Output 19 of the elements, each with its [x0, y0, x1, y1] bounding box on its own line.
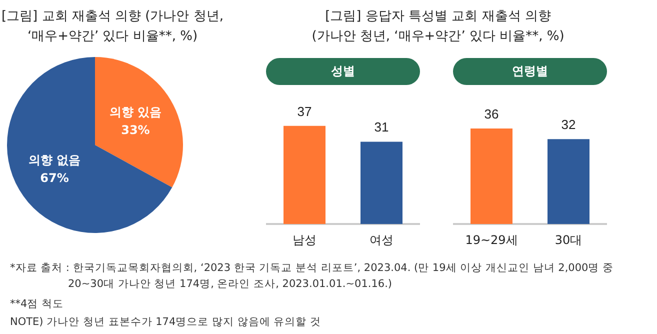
data-label: 36	[484, 106, 499, 122]
data-label: 32	[561, 117, 576, 132]
text: *자료 출처 : 한국기독교목회자협의회, ‘2023 한국 기독교 분석 리포트’, 2023.04. (만 19세 이상 개신교인 남녀 2,000명 중 20~30대 가나안 청년 174명, 온라인 조사, 2023.01.01.~01.16.)	[10, 261, 615, 292]
slice-label: 의향 없음	[28, 152, 81, 167]
text: NOTE) 가나안 청년 표본수가 174명으로 많지 않음에 유의할 것	[10, 315, 322, 330]
chart-title: [그림] 교회 재출석 의향 (가나안 청년, ‘매우+약간’ 있다 비율**, %)	[0, 8, 224, 46]
chart-subtitle: 연령별	[453, 58, 607, 85]
chart-subtitle: 성별	[266, 58, 420, 85]
slice-label: 의향 있음	[109, 105, 162, 120]
text: **4점 척도	[10, 297, 65, 312]
x-tick-label: 남성	[292, 233, 316, 247]
data-label: 37	[297, 104, 312, 119]
x-tick-label: 여성	[370, 233, 394, 247]
x-tick-label: 30대	[554, 233, 582, 247]
data-label: 67%	[40, 170, 69, 185]
chart-title: [그림] 응답자 특성별 교회 재출석 의향 (가나안 청년, ‘매우+약간’ 있다 비율**, %)	[310, 8, 566, 46]
x-tick-label: 19~29세	[465, 233, 518, 247]
data-label: 33%	[121, 123, 150, 138]
data-label: 31	[374, 120, 389, 135]
